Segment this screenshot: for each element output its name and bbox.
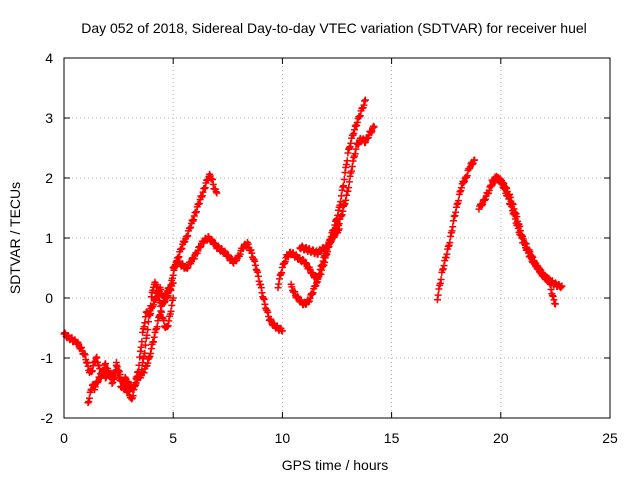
y-axis-label: SDTVAR / TECUs	[7, 182, 23, 294]
y-tick-label: 3	[45, 110, 53, 126]
series-arc-2	[84, 279, 177, 407]
x-tick-label: 10	[275, 430, 291, 446]
data-point	[370, 123, 378, 131]
series-arc-6	[287, 122, 378, 309]
x-tick-label: 15	[384, 430, 400, 446]
data-point	[278, 327, 286, 335]
series-arc-4	[169, 233, 286, 335]
data-point	[136, 353, 144, 361]
data-point	[135, 361, 143, 369]
data-point	[141, 319, 149, 327]
data-point	[85, 394, 93, 402]
data-point	[167, 307, 175, 315]
data-point	[551, 300, 559, 308]
data-point	[138, 338, 146, 346]
x-tick-label: 0	[60, 430, 68, 446]
data-point	[446, 239, 454, 247]
y-tick-label: 4	[45, 50, 53, 66]
data-point	[455, 197, 463, 205]
x-tick-label: 20	[493, 430, 509, 446]
y-tick-label: 0	[45, 290, 53, 306]
grid	[64, 58, 610, 418]
data-point	[142, 341, 150, 349]
chart-title: Day 052 of 2018, Sidereal Day-to-day VTE…	[81, 20, 587, 36]
data-point	[471, 156, 479, 164]
data-point	[144, 318, 152, 326]
data-point	[352, 145, 360, 153]
data-point	[558, 282, 566, 290]
data-point	[213, 189, 221, 197]
series-arc-8	[433, 156, 479, 304]
data-point	[116, 370, 124, 378]
data-point	[153, 323, 161, 331]
data-point	[129, 392, 137, 400]
series-arc-7	[296, 225, 343, 258]
data-point	[434, 291, 442, 299]
y-tick-label: 1	[45, 230, 53, 246]
y-tick-label: -1	[41, 350, 54, 366]
data-point	[361, 96, 369, 104]
series-arc-10	[488, 173, 559, 308]
y-tick-label: 2	[45, 170, 53, 186]
x-tick-label: 5	[169, 430, 177, 446]
x-axis-label: GPS time / hours	[282, 457, 389, 473]
data-point	[340, 182, 348, 190]
data-point	[449, 223, 457, 231]
series-arc-3	[132, 170, 221, 384]
data-point	[335, 225, 343, 233]
data-point	[169, 294, 177, 302]
data-point	[144, 326, 152, 334]
data-points	[60, 96, 566, 407]
x-tick-label: 25	[602, 430, 618, 446]
tick-labels: 0 5 10 15 20 25 -2 -1 0 1 2 3 4	[41, 50, 618, 446]
y-tick-label: -2	[41, 410, 54, 426]
plot-frame	[63, 57, 611, 419]
data-point	[340, 175, 348, 183]
data-point	[437, 276, 445, 284]
